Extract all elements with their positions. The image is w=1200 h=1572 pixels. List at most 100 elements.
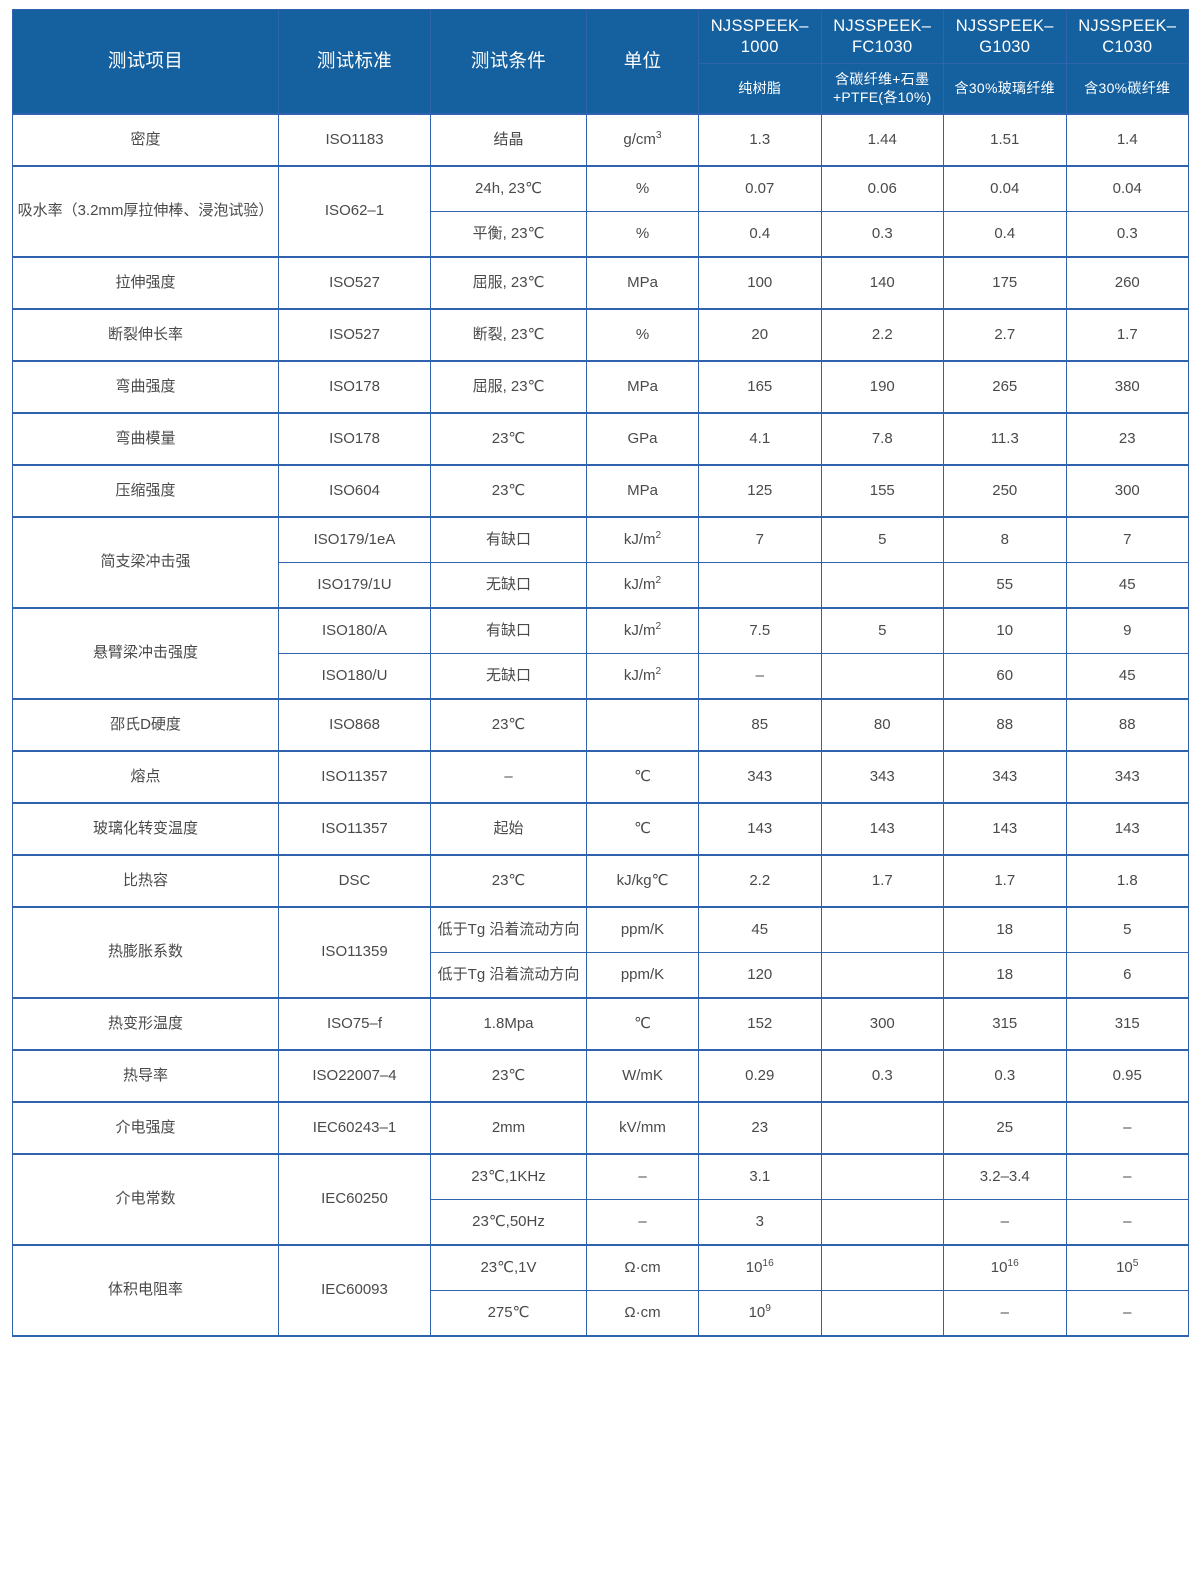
- table-row: 比热容 DSC 23℃ kJ/kg℃ 2.2 1.7 1.7 1.8: [12, 853, 1189, 908]
- test-condition-cell: 23℃: [430, 463, 587, 518]
- value-cell-product-3: 265: [943, 359, 1067, 414]
- test-standard-cell: ISO11357: [278, 801, 431, 856]
- value-cell-product-1: 0.07: [698, 164, 822, 212]
- value-cell-product-3: –: [943, 1289, 1067, 1337]
- value-cell-product-1: 100: [698, 255, 822, 310]
- value-exponent: 16: [1007, 1257, 1019, 1269]
- test-standard-cell: ISO1183: [278, 112, 431, 167]
- property-name-cell: 熔点: [12, 749, 279, 804]
- test-condition-cell: 断裂, 23℃: [430, 307, 587, 362]
- value-cell-product-3: 2.7: [943, 307, 1067, 362]
- test-condition-cell: 23℃,1V: [430, 1243, 587, 1291]
- value-cell-product-1: 0.29: [698, 1048, 822, 1103]
- unit-cell: kV/mm: [586, 1100, 699, 1155]
- unit-cell: kJ/m2: [586, 606, 699, 654]
- value-cell-product-3: 18: [943, 905, 1067, 953]
- test-condition-cell: 结晶: [430, 112, 587, 167]
- value-cell-product-4: 0.95: [1065, 1048, 1189, 1103]
- value-cell-product-3: 8: [943, 515, 1067, 563]
- value-cell-product-2: [820, 905, 944, 953]
- table-row: 平衡, 23℃% 0.4 0.3 0.4 0.3: [13, 210, 1189, 258]
- table-row: ISO179/1U 无缺口 kJ/m2 55 45: [13, 561, 1189, 609]
- test-standard-cell: ISO604: [278, 463, 431, 518]
- test-standard-cell: ISO178: [278, 411, 431, 466]
- product-2-name-line2: FC1030: [851, 37, 913, 56]
- value-cell-product-1: 125: [698, 463, 822, 518]
- value-cell-product-1: 4.1: [698, 411, 822, 466]
- test-condition-cell: 有缺口: [430, 606, 587, 654]
- test-condition-cell: 起始: [430, 801, 587, 856]
- value-cell-product-1: 152: [698, 996, 822, 1051]
- product-1-description: 纯树脂: [698, 63, 822, 115]
- column-header-product-3: NJSSPEEK– G1030: [943, 8, 1067, 65]
- value-cell-product-4: 343: [1065, 749, 1189, 804]
- value-cell-product-3: –: [943, 1198, 1067, 1246]
- unit-exponent: 2: [655, 574, 662, 586]
- table-row: 断裂伸长率 ISO527 断裂, 23℃% 20 2.2 2.7 1.7: [12, 307, 1189, 362]
- value-cell-product-3: 25: [943, 1100, 1067, 1155]
- value-cell-product-4: –: [1065, 1289, 1189, 1337]
- test-standard-cell: ISO178: [278, 359, 431, 414]
- unit-cell: W/mK: [586, 1048, 699, 1103]
- value-cell-product-2: 343: [820, 749, 944, 804]
- test-standard-cell: IEC60243–1: [278, 1100, 431, 1155]
- value-cell-product-4: 7: [1065, 515, 1189, 563]
- value-cell-product-3: 11.3: [943, 411, 1067, 466]
- table-row: 热导率 ISO22007–4 23℃ W/mK 0.29 0.3 0.3 0.95: [12, 1048, 1189, 1103]
- unit-cell: Ω·cm: [586, 1243, 699, 1291]
- property-name-cell: 断裂伸长率: [12, 307, 279, 362]
- header-row-bottom: 纯树脂 含碳纤维+石墨 +PTFE(各10%) 含30%玻璃纤维 含30%碳纤维: [13, 63, 1189, 115]
- table-row: 压缩强度 ISO604 23℃ MPa 125 155 250 300: [12, 463, 1189, 518]
- value-cell-product-2: [820, 1100, 944, 1155]
- test-standard-cell: DSC: [278, 853, 431, 908]
- value-cell-product-2: [820, 1289, 944, 1337]
- value-cell-product-3: 10: [943, 606, 1067, 654]
- unit-cell: %: [586, 164, 699, 212]
- table-row: 悬臂梁冲击强度 ISO180/A 有缺口 kJ/m2 7.5 5 10 9: [12, 606, 1189, 700]
- table-row: 热变形温度 ISO75–f 1.8Mpa ℃ 152 300 315 315: [12, 996, 1189, 1051]
- property-name-cell: 吸水率（3.2mm厚拉伸棒、浸泡试验）: [12, 164, 279, 258]
- column-header-product-4: NJSSPEEK– C1030: [1065, 8, 1189, 65]
- value-cell-product-1: 45: [698, 905, 822, 953]
- unit-cell: Ω·cm: [586, 1289, 699, 1337]
- value-cell-product-1: [698, 561, 822, 609]
- value-cell-product-1: 1016: [698, 1243, 822, 1291]
- value-cell-product-1: –: [698, 652, 822, 700]
- value-cell-product-1: 2.2: [698, 853, 822, 908]
- property-name-cell: 热导率: [12, 1048, 279, 1103]
- test-standard-cell: ISO179/1eA: [278, 515, 431, 563]
- value-cell-product-2: 5: [820, 515, 944, 563]
- property-name-cell: 弯曲模量: [12, 411, 279, 466]
- unit-exponent: 2: [655, 665, 662, 677]
- unit-cell: ppm/K: [586, 905, 699, 953]
- property-name-cell: 热膨胀系数: [12, 905, 279, 999]
- table-row: 介电强度 IEC60243–1 2mm kV/mm 23 25–: [12, 1100, 1189, 1155]
- unit-cell: ℃: [586, 996, 699, 1051]
- test-condition-cell: 屈服, 23℃: [430, 255, 587, 310]
- value-cell-product-3: 88: [943, 697, 1067, 752]
- table-row: 吸水率（3.2mm厚拉伸棒、浸泡试验） ISO62–1 24h, 23℃% 0.07 0…: [12, 164, 1189, 258]
- value-cell-product-1: 165: [698, 359, 822, 414]
- value-cell-product-2: 155: [820, 463, 944, 518]
- column-header-product-2: NJSSPEEK– FC1030: [820, 8, 944, 65]
- test-condition-cell: 有缺口: [430, 515, 587, 563]
- value-cell-product-2: 5: [820, 606, 944, 654]
- value-cell-product-1: 343: [698, 749, 822, 804]
- value-cell-product-1: 109: [698, 1289, 822, 1337]
- column-header-unit: 单位: [586, 8, 699, 115]
- product-3-name-line2: G1030: [979, 37, 1031, 56]
- value-cell-product-3: 1016: [943, 1243, 1067, 1291]
- table-row: 熔点 ISO11357– ℃ 343 343 343 343: [12, 749, 1189, 804]
- column-header-condition: 测试条件: [430, 8, 587, 115]
- value-cell-product-1: 143: [698, 801, 822, 856]
- value-cell-product-4: 23: [1065, 411, 1189, 466]
- value-cell-product-2: 1.7: [820, 853, 944, 908]
- test-condition-cell: 屈服, 23℃: [430, 359, 587, 414]
- table-row: 介电常数 IEC60250 23℃,1KHz –3.1 3.2–3.4–: [12, 1152, 1189, 1246]
- value-cell-product-3: 0.4: [943, 210, 1067, 258]
- value-cell-product-4: 1.8: [1065, 853, 1189, 908]
- value-cell-product-1: 7: [698, 515, 822, 563]
- value-cell-product-2: 80: [820, 697, 944, 752]
- test-condition-cell: 23℃,50Hz: [430, 1198, 587, 1246]
- value-cell-product-4: –: [1065, 1198, 1189, 1246]
